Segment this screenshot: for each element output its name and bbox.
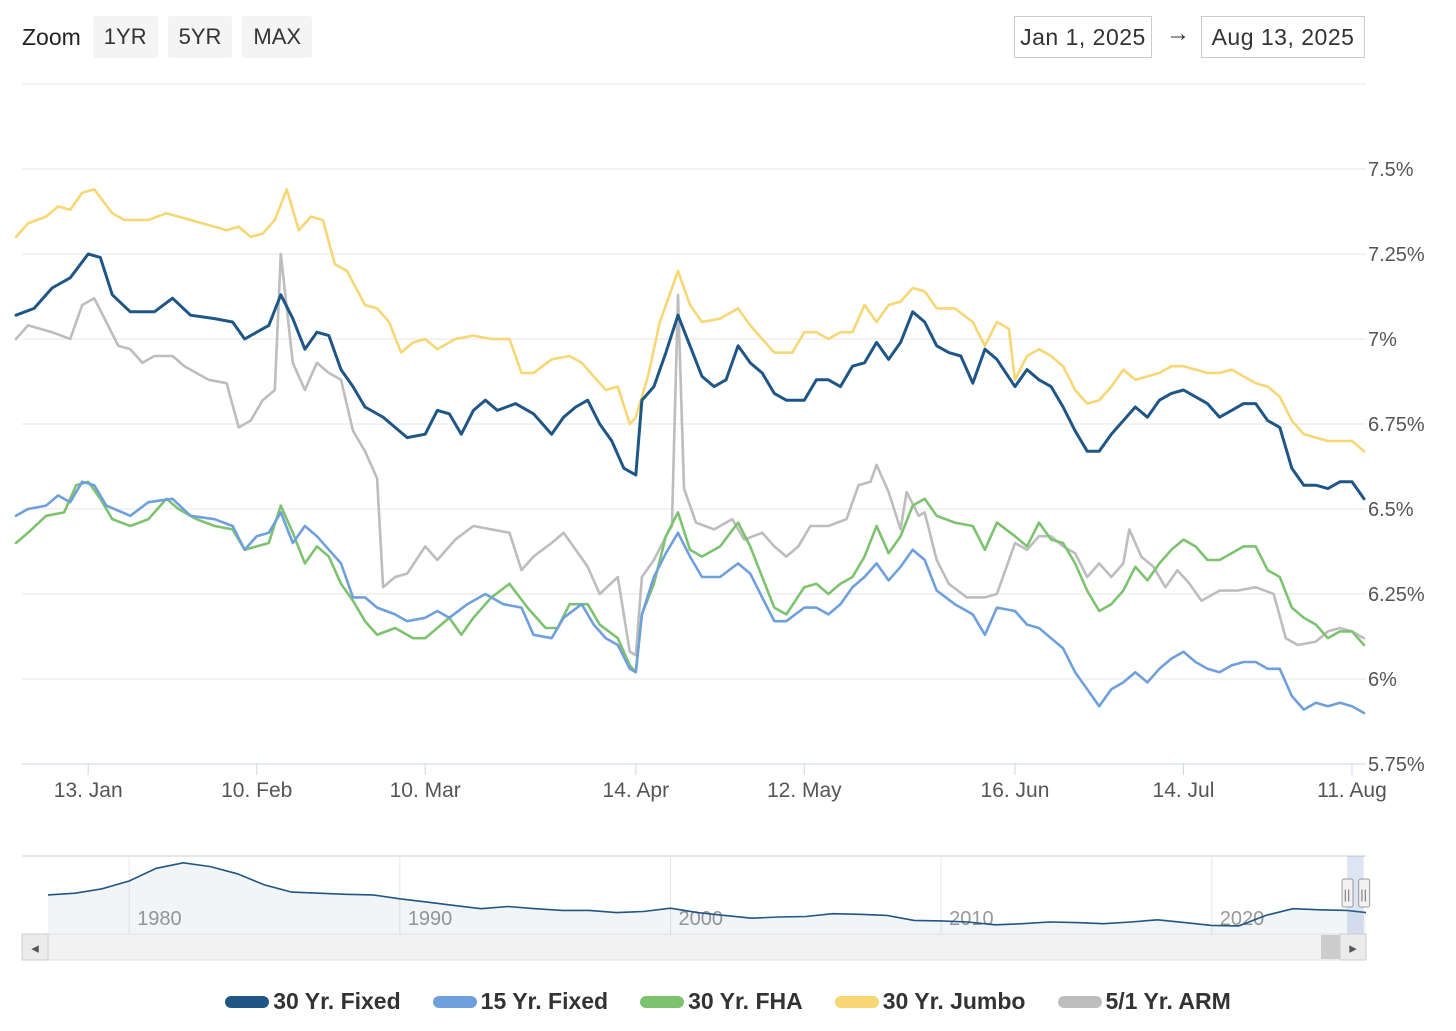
x-tick-label: 13. Jan <box>54 779 123 802</box>
range-arrow-icon: → <box>1166 20 1190 47</box>
series-line-30-yr-fha <box>14 480 1366 674</box>
handle-grip-icon: || <box>1344 887 1351 902</box>
zoom-max-button[interactable]: MAX <box>242 16 313 58</box>
legend-swatch <box>1057 995 1102 1008</box>
range-to-input[interactable]: Aug 13, 2025 <box>1201 16 1365 58</box>
y-tick-label: 6.75% <box>1368 414 1425 436</box>
legend-swatch <box>225 995 270 1008</box>
legend-swatch <box>834 995 879 1008</box>
legend-swatch <box>640 995 685 1008</box>
chevron-right-icon: ▸ <box>1349 940 1357 957</box>
scrollbar-thumb[interactable] <box>1321 935 1340 959</box>
navigator-handle-left[interactable] <box>1341 878 1354 908</box>
navigator-year-label: 1980 <box>137 908 182 930</box>
legend-swatch <box>432 995 477 1008</box>
navigator-handle-right[interactable] <box>1358 878 1371 908</box>
x-tick-label: 10. Mar <box>390 779 461 802</box>
navigator[interactable]: 1980 1990 2000 2010 2020|| || <box>22 855 1371 934</box>
zoom-toolbar: Zoom 1YR 5YR MAX <box>22 16 313 58</box>
legend-item-30yr-fixed[interactable]: 30 Yr. Fixed <box>225 988 401 1015</box>
y-axis: 7.5% 7.25% 7% 6.75% 6.5% 6.25% 6% 5.75% <box>1368 159 1425 776</box>
y-tick-label: 6.5% <box>1368 499 1414 521</box>
x-tick-label: 12. May <box>767 779 842 802</box>
navigator-year-label: 2010 <box>949 908 994 930</box>
legend-label: 5/1 Yr. ARM <box>1105 988 1231 1014</box>
x-tick-label: 10. Feb <box>221 779 292 802</box>
legend-label: 30 Yr. Fixed <box>273 988 401 1014</box>
legend-label: 30 Yr. Jumbo <box>882 988 1026 1014</box>
y-tick-label: 7.25% <box>1368 244 1425 266</box>
x-axis: 13. Jan 10. Feb 10. Mar 14. Apr 12. May 16. J… <box>54 764 1387 802</box>
legend-item-5-1-arm[interactable]: 5/1 Yr. ARM <box>1057 988 1231 1015</box>
legend-label: 30 Yr. FHA <box>688 988 803 1014</box>
navigator-year-label: 2020 <box>1220 908 1265 930</box>
legend-item-30yr-fha[interactable]: 30 Yr. FHA <box>640 988 803 1015</box>
legend-label: 15 Yr. Fixed <box>480 988 609 1014</box>
zoom-5yr-button[interactable]: 5YR <box>167 16 233 58</box>
y-tick-label: 7.5% <box>1368 159 1414 181</box>
x-tick-label: 14. Jul <box>1153 779 1215 802</box>
navigator-series-line <box>47 861 1367 927</box>
range-from-input[interactable]: Jan 1, 2025 <box>1014 16 1152 58</box>
x-tick-label: 16. Jun <box>981 779 1050 802</box>
scrollbar[interactable]: ◂ ▸ <box>21 933 1367 961</box>
x-tick-label: 11. Aug <box>1317 779 1387 802</box>
scrollbar-left-button[interactable] <box>21 933 49 961</box>
navigator-selection[interactable] <box>1347 856 1364 934</box>
x-tick-label: 14. Apr <box>603 779 670 802</box>
legend-item-30yr-jumbo[interactable]: 30 Yr. Jumbo <box>834 988 1026 1015</box>
chevron-left-icon: ◂ <box>31 940 39 957</box>
series-line-30-yr-jumbo <box>14 188 1366 453</box>
chart-grid <box>22 83 1366 765</box>
zoom-1yr-button[interactable]: 1YR <box>92 16 158 58</box>
y-tick-label: 5.75% <box>1368 754 1425 776</box>
scrollbar-track[interactable] <box>21 933 1367 961</box>
y-tick-label: 7% <box>1368 329 1397 351</box>
zoom-label: Zoom <box>22 23 81 50</box>
navigator-area <box>48 862 1366 934</box>
series-line-5-1-yr-arm <box>14 252 1366 657</box>
handle-grip-icon: || <box>1360 887 1367 902</box>
navigator-year-label: 1990 <box>408 908 453 930</box>
series-line-15-yr-fixed <box>14 480 1366 715</box>
legend-item-15yr-fixed[interactable]: 15 Yr. Fixed <box>432 988 609 1015</box>
scrollbar-right-button[interactable] <box>1339 933 1367 961</box>
y-tick-label: 6.25% <box>1368 584 1425 606</box>
legend: 30 Yr. Fixed 15 Yr. Fixed 30 Yr. FHA 30 … <box>0 988 1456 1015</box>
series-line-30-yr-fixed <box>14 252 1366 501</box>
y-tick-label: 6% <box>1368 669 1397 691</box>
chart-series <box>14 188 1366 715</box>
